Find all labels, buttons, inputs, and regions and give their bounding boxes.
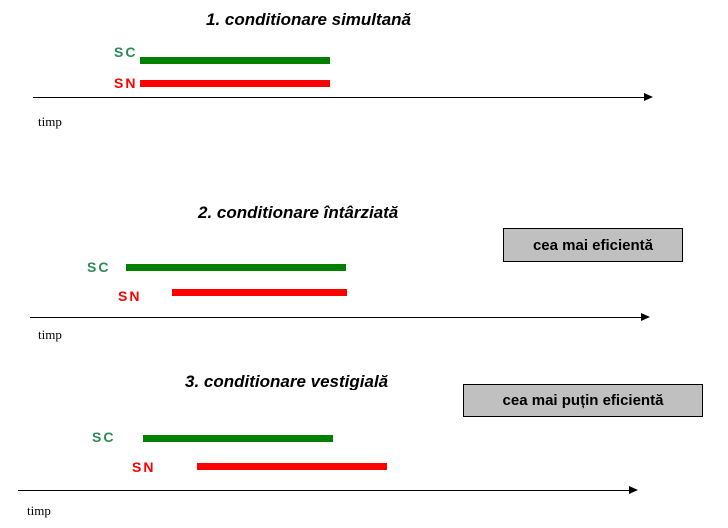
sn-label-2: SN	[118, 288, 142, 304]
title-trace: 3. conditionare vestigială	[185, 372, 389, 390]
sn-label-1: SN	[114, 75, 138, 91]
sn-bar-2	[172, 289, 347, 296]
axis-label-2: timp	[38, 327, 62, 342]
title-simultaneous: 1. conditionare simultană	[206, 10, 411, 29]
sc-bar-2	[126, 264, 346, 271]
time-axis-1	[33, 93, 653, 101]
sc-label-1: SC	[114, 44, 138, 60]
title-delayed: 2. conditionare întârziată	[198, 203, 399, 222]
axis-label-1: timp	[38, 114, 62, 129]
time-axis-2	[30, 313, 650, 321]
axis-label-3: timp	[27, 503, 51, 518]
sc-bar-1	[140, 57, 330, 64]
badge-least-efficient: cea mai puțin eficientă	[463, 384, 703, 417]
sn-label-3: SN	[132, 459, 156, 475]
time-axis-3	[18, 486, 638, 494]
sc-label-3: SC	[92, 429, 116, 445]
sc-label-2: SC	[87, 259, 111, 275]
badge-most-efficient: cea mai eficientă	[503, 228, 683, 262]
sn-bar-1	[140, 80, 330, 87]
sn-bar-3	[197, 463, 387, 470]
sc-bar-3	[143, 435, 333, 442]
